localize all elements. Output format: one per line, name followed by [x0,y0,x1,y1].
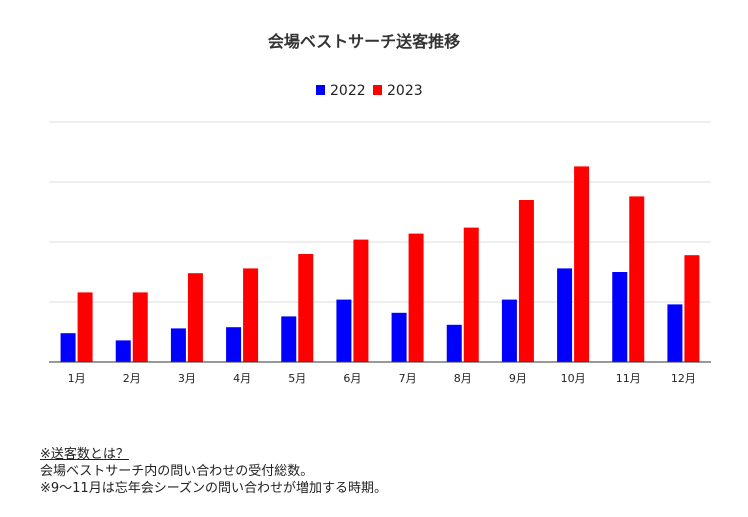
legend-swatch-2023 [373,85,382,95]
footnote-line-2: ※9～11月は忘年会シーズンの問い合わせが増加する時期。 [40,481,388,496]
x-tick-label: 3月 [178,372,196,385]
bar-2022-3 [170,328,186,362]
bar-2022-11 [612,272,628,362]
bar-2022-2 [115,340,131,362]
bar-2023-7 [408,233,424,362]
bar-2023-12 [684,255,700,362]
x-tick-label: 5月 [288,372,306,385]
x-tick-label: 9月 [509,372,527,385]
bar-2022-10 [557,268,573,362]
x-tick-label: 6月 [343,372,361,385]
footnote: ※送客数とは？ 会場ベストサーチ内の問い合わせの受付総数。 ※9～11月は忘年会… [40,446,387,497]
bar-2023-9 [518,200,534,362]
x-tick-label: 7月 [399,372,417,385]
bar-2022-5 [281,316,297,362]
bar-2023-3 [187,273,203,362]
bar-2022-7 [391,312,407,362]
bar-2023-2 [132,292,148,362]
bar-2023-1 [77,292,93,362]
x-tick-label: 2月 [123,372,141,385]
x-tick-label: 12月 [671,372,696,385]
chart-title: 会場ベストサーチ送客推移 [268,32,460,51]
x-tick-label: 4月 [233,372,251,385]
bar-2022-12 [667,304,683,362]
x-tick-labels: 1月 2月 3月 4月 5月 6月 7月 8月 9月 10月 11月 12月 [68,372,696,385]
bar-2023-10 [574,166,590,362]
x-tick-label: 8月 [454,372,472,385]
bar-2022-4 [226,327,242,362]
legend: 2022 2023 [316,83,423,99]
bar-2023-4 [243,268,259,362]
bar-2023-5 [298,254,314,362]
footnote-line-1: 会場ベストサーチ内の問い合わせの受付総数。 [40,464,314,479]
bar-2022-6 [336,299,352,362]
legend-swatch-2022 [316,85,325,95]
x-tick-label: 11月 [616,372,641,385]
bar-2023-11 [629,196,645,362]
bar-2023-8 [463,227,479,362]
bar-2023-6 [353,239,369,362]
x-tick-label: 1月 [68,372,86,385]
x-tick-label: 10月 [561,372,586,385]
legend-label-2023: 2023 [387,83,423,99]
bar-2022-8 [446,324,462,362]
footnote-heading: ※送客数とは？ [40,447,129,462]
bar-2022-9 [501,299,517,362]
bar-2022-1 [60,333,76,362]
gridlines [49,121,711,303]
bars [60,166,700,362]
legend-label-2022: 2022 [330,83,366,99]
